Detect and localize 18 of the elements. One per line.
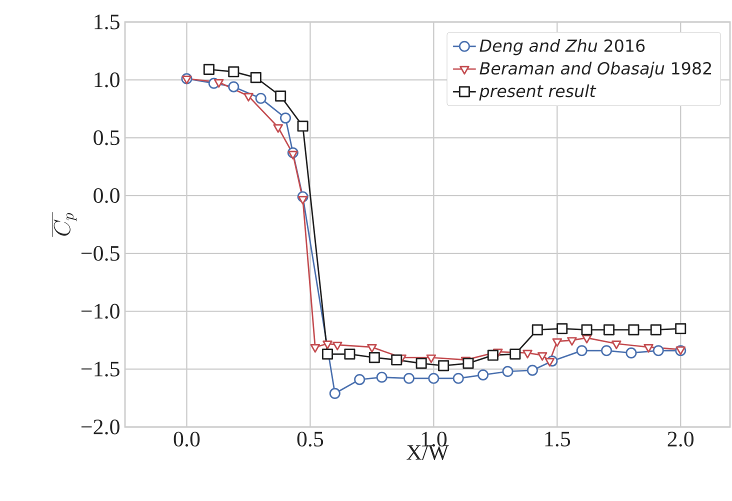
x-tick-label: 1.0 [422,432,447,447]
legend-label: Beraman and Obasaju 1982 [480,62,711,78]
y-tick-label: 1.0 [94,72,120,88]
x-axis-title: X/W [406,445,449,460]
y-tick-label: 0.5 [94,130,120,146]
y-tick-label: −1.5 [81,362,120,377]
y-tick-label: 0.0 [94,188,120,204]
x-tick-label: 2.0 [668,432,694,447]
legend-label: present result [479,84,596,101]
x-tick-label: 0.0 [174,432,200,447]
y-tick-label: −0.5 [81,246,120,261]
y-tick-label: 1.5 [94,14,120,30]
y-tick-label: −1.0 [81,304,120,319]
x-tick-label: 0.5 [297,432,324,447]
x-tick-label: 1.5 [545,432,570,447]
y-axis-title: $\overline{C_p}$ [52,212,77,237]
legend-label: Deng and Zhu 2016 [480,39,645,56]
y-tick-label: −2.0 [81,420,120,434]
